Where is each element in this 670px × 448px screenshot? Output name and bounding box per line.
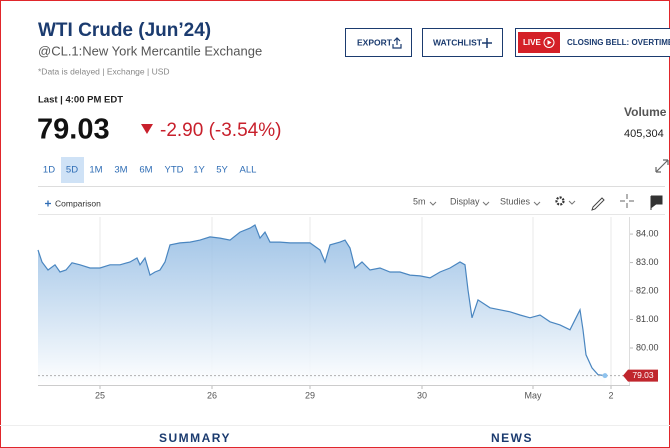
live-button[interactable]: LIVE CLOSING BELL: OVERTIME (515, 28, 670, 57)
last-point (602, 373, 608, 379)
range-button[interactable]: 5Y (216, 165, 228, 176)
x-tick-label: May (524, 390, 542, 400)
x-tick-label: 29 (305, 390, 315, 400)
down-arrow (141, 124, 153, 134)
range-button[interactable]: 3M (114, 165, 127, 176)
chart: 25 26 29 30 May 2 84.00 83.00 82.00 81.00 80.00 79.… (37, 217, 659, 400)
y-tick-label: 81.00 (636, 314, 659, 324)
range-button[interactable]: 1M (89, 165, 102, 176)
range-button[interactable]: YTD (165, 165, 184, 176)
pencil-icon[interactable] (591, 197, 605, 211)
display-menu[interactable]: Display (450, 196, 480, 206)
chevron (429, 201, 437, 206)
price-line (37, 224, 606, 377)
button-box (345, 28, 412, 57)
y-tick-label: 80.00 (636, 342, 659, 352)
button-label: WATCHLIST (433, 37, 483, 47)
crosshair-icon[interactable] (620, 194, 634, 208)
live-title: CLOSING BELL: OVERTIME (567, 38, 670, 47)
last-time: Last | 4:00 PM EDT (38, 95, 123, 106)
comparison[interactable]: Comparison (55, 198, 101, 208)
x-tick-label: 26 (207, 390, 217, 400)
price-change: -2.90 (-3.54%) (160, 120, 281, 141)
title: WTI Crude (Jun’24) (38, 20, 211, 41)
watchlist-button[interactable]: WATCHLIST (422, 28, 503, 57)
x-tick-label: 25 (95, 390, 105, 400)
x-tick-label: 2 (608, 390, 613, 400)
interval[interactable]: 5m (413, 196, 426, 206)
play-icon (543, 37, 555, 48)
y-tick-label: 84.00 (636, 228, 659, 238)
play-triangle (547, 40, 552, 45)
volume-label: Volume (624, 105, 667, 119)
x-tick-label: 30 (417, 390, 427, 400)
studies-menu[interactable]: Studies (500, 196, 531, 206)
plus-icon (482, 38, 492, 48)
flag-icon[interactable] (650, 195, 663, 210)
y-tick-label: 83.00 (636, 257, 659, 267)
range-button[interactable]: 5D (66, 165, 78, 176)
expand-icon[interactable] (655, 159, 669, 173)
subtitle: @CL.1:New York Mercantile Exchange (38, 43, 262, 58)
range-button[interactable]: 1D (43, 165, 55, 176)
price-badge-label: 79.03 (632, 370, 654, 380)
area-fill (38, 225, 605, 385)
y-tick-label: 82.00 (636, 285, 659, 295)
price: 79.03 (37, 114, 110, 146)
export-button[interactable]: EXPORT (345, 28, 412, 57)
gear-icon[interactable] (555, 196, 565, 206)
button-label: EXPORT (357, 37, 393, 47)
chevron (482, 201, 490, 206)
range-button[interactable]: ALL (240, 165, 257, 176)
plus-icon (45, 200, 51, 207)
delay-note: *Data is delayed | Exchange | USD (38, 66, 170, 76)
range-button[interactable]: 6M (139, 165, 152, 176)
live-label: LIVE (523, 38, 541, 47)
tab[interactable]: NEWS (491, 431, 533, 445)
chevron (533, 201, 541, 206)
volume: 405,304 (624, 128, 664, 140)
range-buttons: 1D 5D 1M 3M 6M YTD 1Y 5Y ALL (43, 157, 257, 183)
range-button[interactable]: 1Y (193, 165, 205, 176)
export-icon (392, 37, 402, 49)
tab[interactable]: SUMMARY (159, 431, 231, 445)
chevron (568, 200, 576, 205)
range-selected (61, 157, 84, 183)
price-badge (623, 369, 658, 382)
